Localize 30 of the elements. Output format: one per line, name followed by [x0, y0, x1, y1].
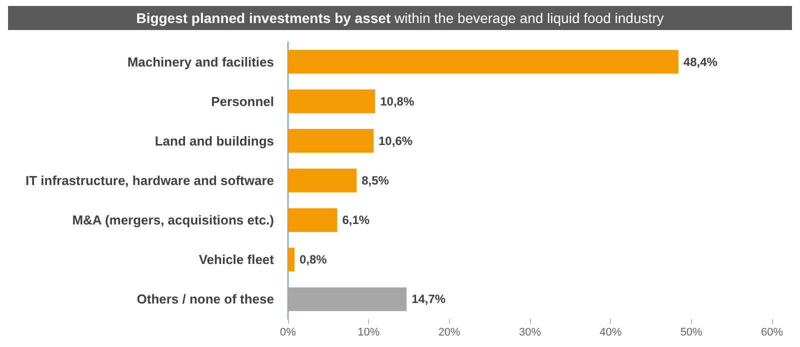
data-label: 8,5%: [362, 174, 390, 188]
bar: [288, 129, 374, 153]
x-tick-label: 0%: [280, 326, 296, 338]
bar: [288, 50, 678, 74]
data-label: 10,8%: [380, 94, 414, 108]
y-tick-label: Machinery and facilities: [127, 54, 274, 70]
chart-title: Biggest planned investments by asset: [136, 10, 391, 26]
x-tick-label: 10%: [358, 326, 380, 338]
data-label: 0,8%: [299, 252, 328, 267]
bar: [288, 287, 407, 312]
x-tick-label: 40%: [600, 326, 622, 338]
y-tick-label: M&A (mergers, acquisitions etc.): [72, 212, 274, 228]
data-label: 10,6%: [378, 134, 413, 148]
y-tick-label: Others / none of these: [136, 292, 274, 307]
data-label: 48,4%: [683, 54, 718, 69]
y-tick-label: Land and buildings: [154, 133, 274, 148]
bar: [288, 168, 357, 192]
bar: [288, 248, 294, 272]
x-tick-label: 20%: [438, 326, 461, 338]
data-label: 14,7%: [412, 292, 446, 306]
x-tick-label: 50%: [680, 326, 703, 338]
bar: [288, 89, 376, 114]
y-tick-label: Personnel: [211, 94, 274, 109]
bar: [288, 208, 338, 232]
x-tick-label: 60%: [760, 326, 784, 338]
y-tick-label: IT infrastructure, hardware and software: [25, 173, 274, 188]
x-tick-label: 30%: [518, 326, 542, 338]
chart-subtitle: within the beverage and liquid food industry: [394, 10, 664, 26]
y-tick-label: Vehicle fleet: [198, 252, 275, 268]
data-label: 6,1%: [342, 213, 370, 228]
